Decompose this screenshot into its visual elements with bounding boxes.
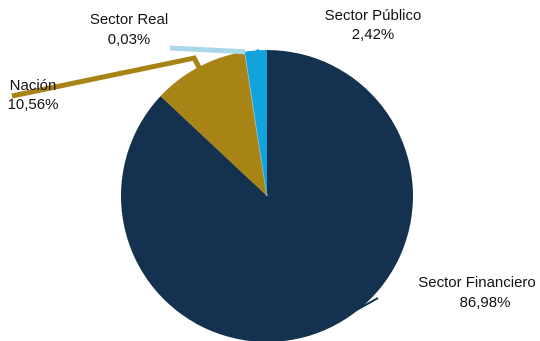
label-value-sector-real: 0,03%	[108, 31, 151, 48]
label-value-sector-financiero: 86,98%	[460, 294, 511, 311]
leader-line-sector-real	[169, 45, 245, 55]
label-name-nacion: Nación	[10, 77, 57, 94]
slice-nacion	[160, 51, 267, 196]
label-name-sector-real: Sector Real	[90, 11, 168, 28]
pie-slices	[121, 50, 414, 341]
label-value-sector-publico: 2,42%	[352, 26, 395, 43]
leader-line-sector-publico	[254, 48, 265, 60]
label-value-nacion: 10,56%	[8, 96, 59, 113]
leader-line-nacion	[11, 55, 202, 99]
leader-line-sector-financiero	[323, 297, 379, 330]
slice-sector-publico	[244, 50, 267, 196]
label-name-sector-publico: Sector Público	[325, 7, 422, 24]
leader-lines	[11, 45, 379, 330]
label-name-sector-financiero: Sector Financiero	[418, 274, 536, 291]
slice-sector-real	[244, 51, 268, 197]
slice-labels: Sector Financiero 86,98% Nación 10,56% S…	[8, 7, 536, 311]
